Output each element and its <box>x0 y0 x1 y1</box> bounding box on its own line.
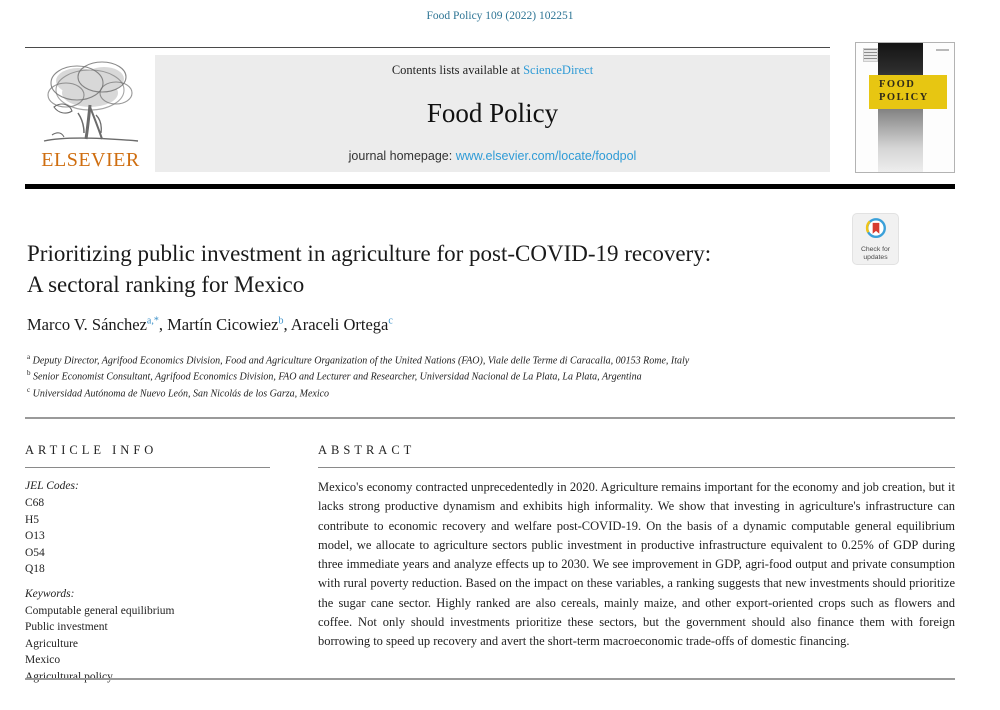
affiliation-text: Deputy Director, Agrifood Economics Divi… <box>32 355 690 367</box>
abstract-text: Mexico's economy contracted unprecedente… <box>318 480 955 649</box>
jel-code: C68 <box>25 497 45 509</box>
affiliation-marker: a <box>27 353 31 361</box>
author-name: Marco V. Sánchez <box>27 315 147 334</box>
cover-title-banner: Food Policy <box>869 75 947 109</box>
author-affiliation-marker: c <box>388 315 393 327</box>
author-name: Martín Cicowiez <box>167 315 279 334</box>
section-top-rule <box>25 417 955 419</box>
homepage-line: journal homepage: www.elsevier.com/locat… <box>349 149 637 163</box>
keyword: Computable general equilibrium <box>25 604 175 617</box>
jel-code: H5 <box>25 513 40 526</box>
author-affiliation-marker: a,* <box>146 315 159 327</box>
article-info-column: ARTICLE INFO JEL Codes: C68 H5 O13 O54 Q… <box>25 443 270 685</box>
journal-cover-thumbnail: Food Policy <box>855 42 955 173</box>
jel-code: O54 <box>25 546 45 559</box>
affiliation-line: b Senior Economist Consultant, Agrifood … <box>27 367 947 383</box>
cover-issue-text <box>936 49 949 51</box>
homepage-prefix: journal homepage: <box>348 149 456 163</box>
abstract-heading: ABSTRACT <box>318 443 416 457</box>
keyword: Mexico <box>25 654 61 666</box>
journal-banner: Contents lists available at ScienceDirec… <box>155 55 830 172</box>
jel-codes-label: JEL Codes: <box>25 480 79 492</box>
affiliation-line: a Deputy Director, Agrifood Economics Di… <box>27 351 947 367</box>
author-affiliation-marker: b <box>278 315 284 327</box>
check-for-updates-badge[interactable]: Check for updates <box>852 213 899 265</box>
crossmark-icon <box>864 218 888 245</box>
check-badge-label-line1: Check for <box>860 246 891 253</box>
jel-code: Q18 <box>25 563 45 575</box>
author-separator: , <box>158 315 168 334</box>
cover-title-line2: Policy <box>879 92 929 103</box>
contents-prefix: Contents lists available at <box>391 63 524 77</box>
article-info-heading-rule <box>25 467 270 468</box>
author-list: Marco V. Sáncheza,*, Martín Cicowiezb, A… <box>27 315 827 335</box>
sciencedirect-link[interactable]: ScienceDirect <box>523 63 594 77</box>
elsevier-logo: ELSEVIER <box>28 55 153 172</box>
cover-barcode-icon <box>863 48 878 62</box>
article-title: Prioritizing public investment in agricu… <box>27 238 827 300</box>
page-bottom-rule <box>25 678 955 680</box>
article-title-line2: A sectoral ranking for Mexico <box>27 272 305 297</box>
cover-title-line1: Food <box>879 79 916 90</box>
journal-title: Food Policy <box>426 98 559 128</box>
abstract-heading-rule <box>318 467 955 468</box>
author-name: Araceli Ortega <box>290 315 389 334</box>
elsevier-tree-icon <box>28 55 153 147</box>
contents-line: Contents lists available at ScienceDirec… <box>392 63 593 78</box>
check-badge-label-line2: updates <box>863 253 888 261</box>
article-title-line1: Prioritizing public investment in agricu… <box>27 241 712 266</box>
journal-citation: Food Policy 109 (2022) 102251 <box>426 10 574 22</box>
header-divider-bar <box>25 184 955 189</box>
journal-homepage-link[interactable]: www.elsevier.com/locate/foodpol <box>455 149 637 163</box>
keywords-label: Keywords: <box>25 587 75 600</box>
affiliation-list: a Deputy Director, Agrifood Economics Di… <box>27 351 947 400</box>
elsevier-wordmark: ELSEVIER <box>41 149 140 171</box>
affiliation-marker: c <box>27 385 31 394</box>
keyword: Public investment <box>25 621 108 633</box>
affiliation-line: c Universidad Autónoma de Nuevo León, Sa… <box>27 384 947 400</box>
article-info-heading: ARTICLE INFO <box>25 443 158 457</box>
abstract-column: ABSTRACT Mexico's economy contracted unp… <box>318 443 955 685</box>
keyword: Agriculture <box>25 637 79 650</box>
affiliation-text: Universidad Autónoma de Nuevo León, San … <box>32 387 330 399</box>
author-separator: , <box>283 315 291 334</box>
affiliation-text: Senior Economist Consultant, Agrifood Ec… <box>33 371 642 383</box>
keyword: Agricultural policy <box>25 670 113 683</box>
info-abstract-section: ARTICLE INFO JEL Codes: C68 H5 O13 O54 Q… <box>25 443 955 685</box>
jel-code: O13 <box>25 530 45 542</box>
header-top-rule <box>25 47 830 48</box>
affiliation-marker: b <box>27 369 31 378</box>
